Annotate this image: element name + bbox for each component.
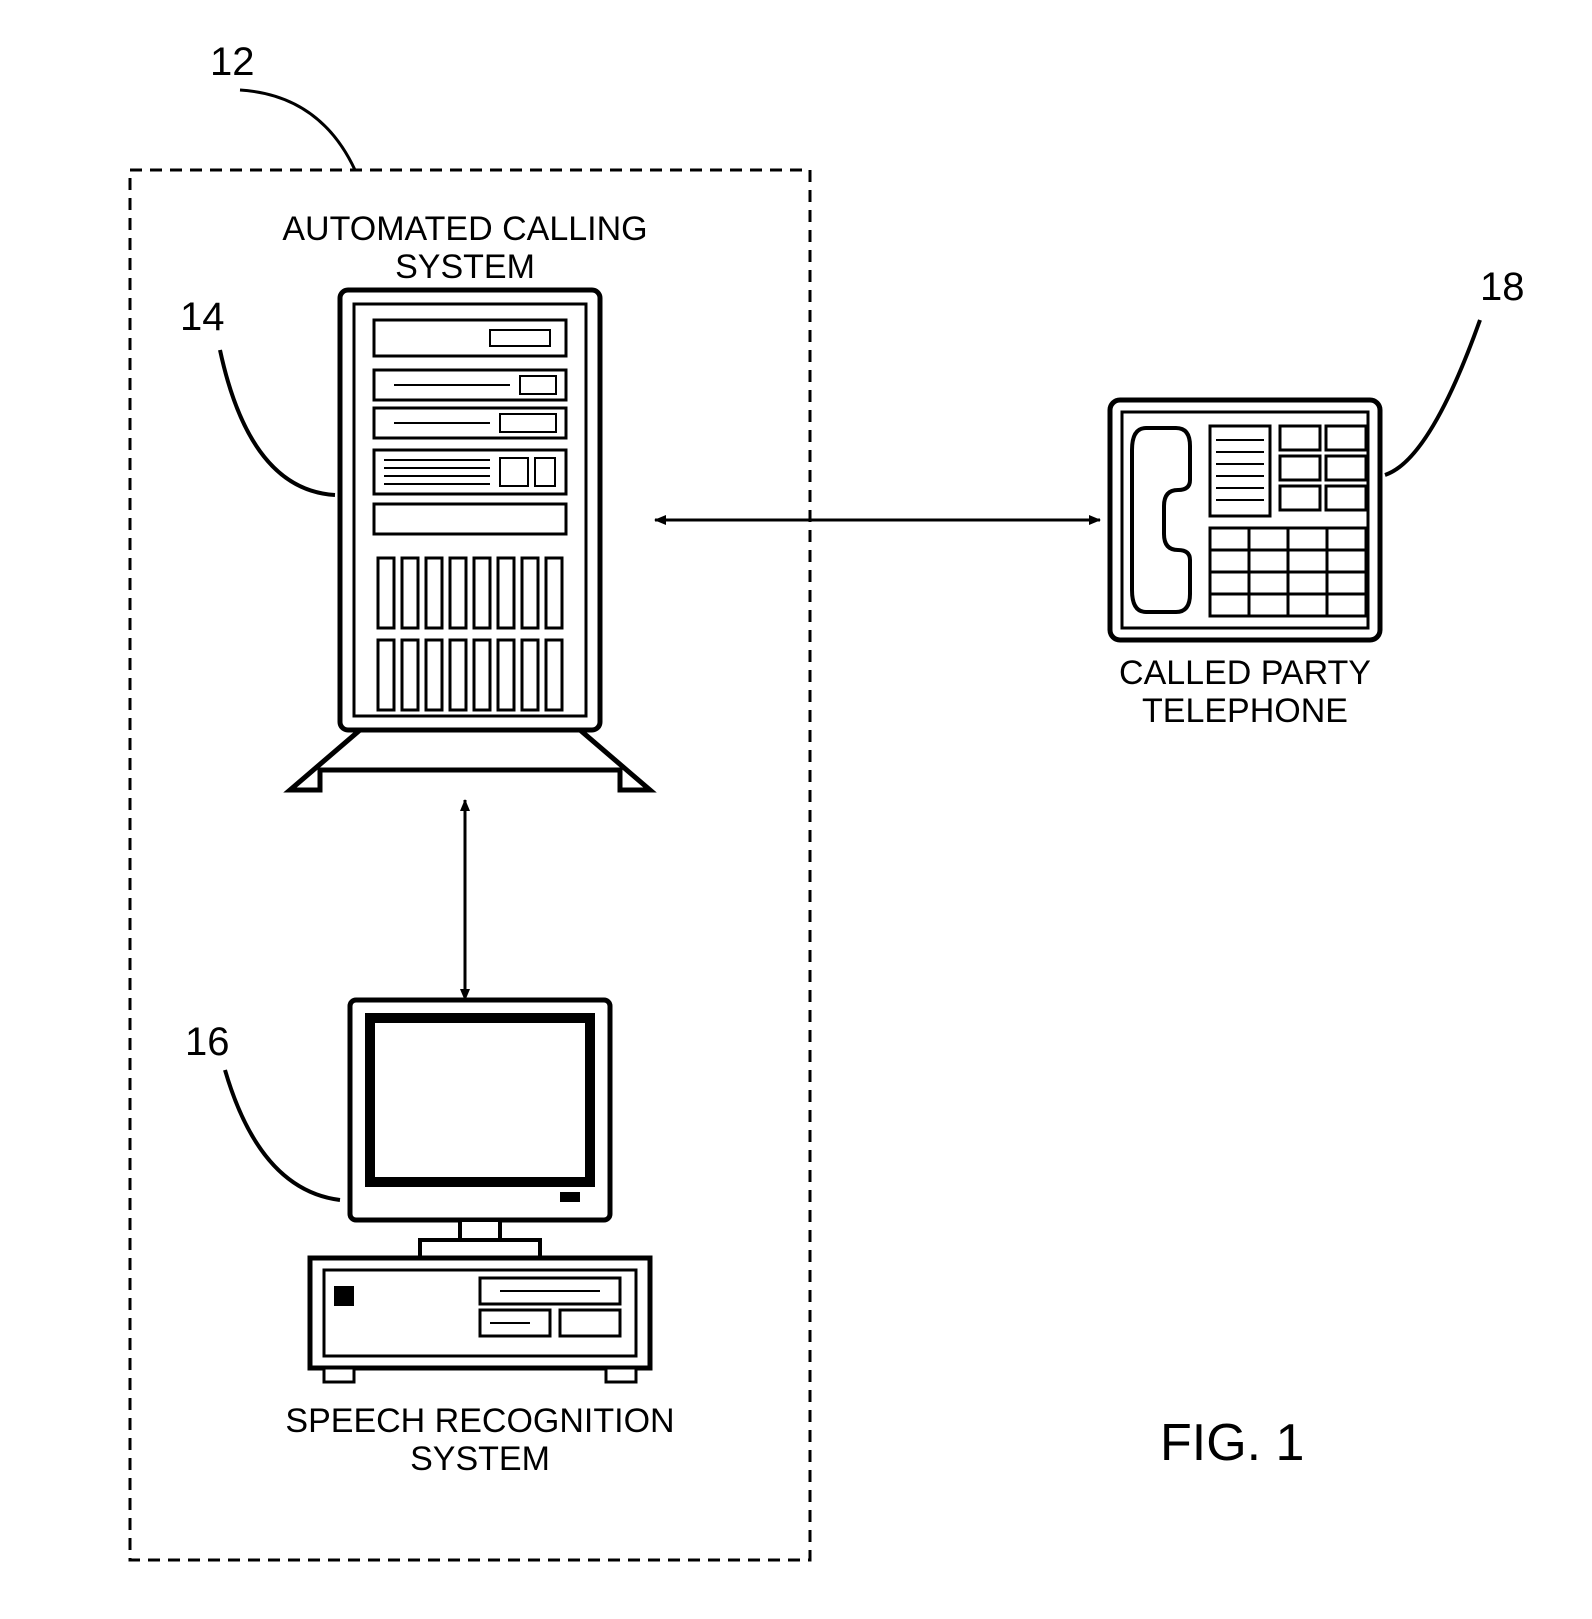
ref-14-leader [220, 350, 335, 495]
ref-12: 12 [210, 40, 255, 84]
ref-16: 16 [185, 1020, 230, 1064]
ref-14: 14 [180, 295, 225, 339]
automated-calling-label-2: SYSTEM [395, 248, 535, 286]
server-icon [290, 290, 650, 790]
desktop-pc-icon [310, 1000, 650, 1382]
called-party-label-2: TELEPHONE [1142, 692, 1348, 730]
ref-16-leader [225, 1070, 340, 1200]
ref-18-leader [1385, 320, 1480, 475]
figure-label: FIG. 1 [1160, 1414, 1304, 1472]
speech-recognition-label-1: SPEECH RECOGNITION [285, 1402, 674, 1440]
diagram-canvas: 12 [0, 0, 1592, 1619]
telephone-icon [1110, 400, 1380, 640]
ref-18: 18 [1480, 265, 1525, 309]
speech-recognition-label-2: SYSTEM [410, 1440, 550, 1478]
called-party-label-1: CALLED PARTY [1119, 654, 1371, 692]
ref-12-leader [240, 90, 355, 170]
automated-calling-label-1: AUTOMATED CALLING [282, 210, 647, 248]
